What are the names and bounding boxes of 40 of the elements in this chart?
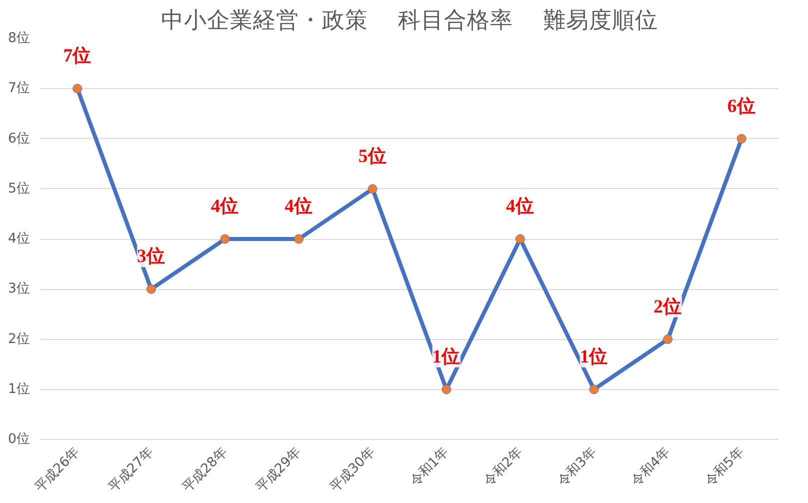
data-label: 4位 — [506, 196, 534, 217]
x-tick-label: 令和1年 — [408, 445, 452, 490]
point — [220, 234, 230, 244]
y-tick-label: 8位 — [8, 31, 30, 46]
x-tick-label: 平成30年 — [328, 445, 378, 496]
data-label: 2位 — [654, 296, 682, 318]
data-label: 6位 — [727, 96, 756, 117]
x-tick-label: 令和5年 — [702, 445, 747, 490]
point — [736, 134, 746, 144]
point — [146, 284, 156, 294]
point — [442, 384, 452, 394]
y-tick-label: 3位 — [8, 282, 30, 297]
point — [72, 84, 82, 94]
x-tick-label: 平成26年 — [32, 445, 83, 496]
data-label: 4位 — [210, 196, 240, 217]
y-tick-label: 5位 — [8, 181, 30, 196]
y-tick-label: 4位 — [8, 232, 30, 246]
chart-title: 中小企業経営・政策 科目合格率 難易度順位 — [160, 8, 658, 34]
point — [663, 334, 673, 344]
data-label: 1位 — [580, 346, 608, 368]
x-tick-label: 令和2年 — [481, 445, 526, 490]
point — [294, 234, 304, 244]
point — [589, 384, 599, 394]
x-tick-label: 平成29年 — [254, 445, 304, 496]
y-tick-label: 0位 — [8, 432, 30, 447]
y-tick-label: 1位 — [8, 382, 30, 397]
data-label: 7位 — [63, 46, 92, 67]
data-label: 4位 — [284, 196, 313, 217]
x-tick-label: 令和4年 — [628, 445, 674, 490]
y-tick-label: 7位 — [8, 81, 30, 96]
data-label: 1位 — [432, 346, 461, 368]
point — [515, 234, 525, 244]
y-tick-label: 2位 — [8, 332, 30, 347]
data-label: 3位 — [137, 246, 166, 268]
data-label: 5位 — [358, 146, 387, 167]
y-tick-label: 6位 — [8, 131, 30, 146]
x-tick-label: 平成27年 — [106, 445, 157, 496]
x-tick-label: 令和3年 — [555, 445, 600, 490]
point — [368, 184, 378, 194]
x-tick-label: 平成28年 — [180, 445, 230, 496]
